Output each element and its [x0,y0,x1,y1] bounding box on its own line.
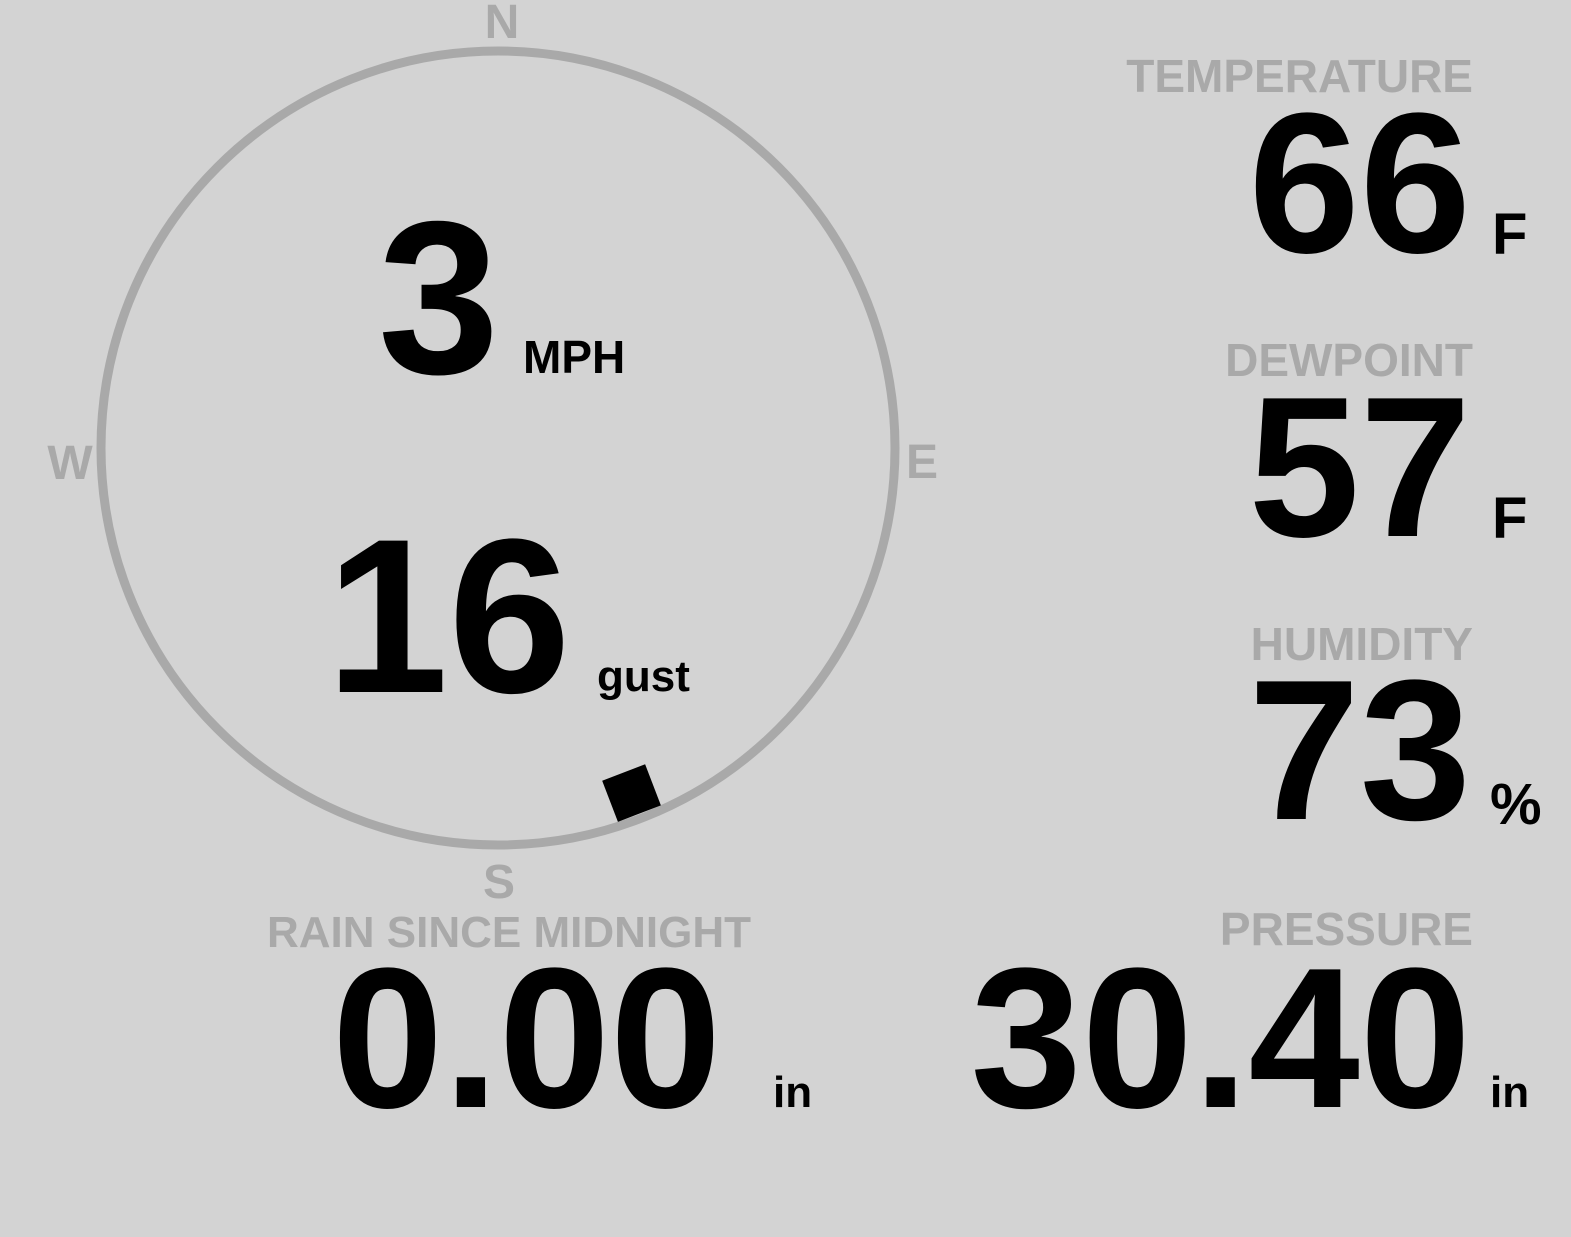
rain-value: 0.00 [332,927,722,1150]
dewpoint-value: 57 [1248,356,1471,579]
compass-south-label: S [482,856,516,909]
temperature-value: 66 [1248,72,1471,295]
temperature-unit: F [1492,202,1528,267]
compass-ring [96,46,900,850]
rain-label: RAIN SINCE MIDNIGHT [267,908,751,957]
compass-north-label: N [484,0,520,49]
wind-gust-label: gust [597,652,690,701]
pressure-value: 30.40 [970,927,1472,1150]
wind-direction-marker [602,764,661,822]
rain-unit: in [773,1068,813,1117]
wind-speed-value: 3 [378,177,500,420]
pressure-label: PRESSURE [1219,903,1473,955]
pressure-unit: in [1490,1068,1530,1117]
humidity-label: HUMIDITY [1250,618,1473,670]
humidity-value: 73 [1248,639,1471,862]
compass-west-label: W [47,437,93,490]
wind-speed-unit: MPH [523,331,626,383]
dewpoint-unit: F [1492,486,1528,551]
temperature-label: TEMPERATURE [1126,50,1473,102]
humidity-unit: % [1490,772,1542,837]
wind-gust-value: 16 [326,493,571,739]
compass-east-label: E [905,436,939,489]
dewpoint-label: DEWPOINT [1225,334,1473,386]
